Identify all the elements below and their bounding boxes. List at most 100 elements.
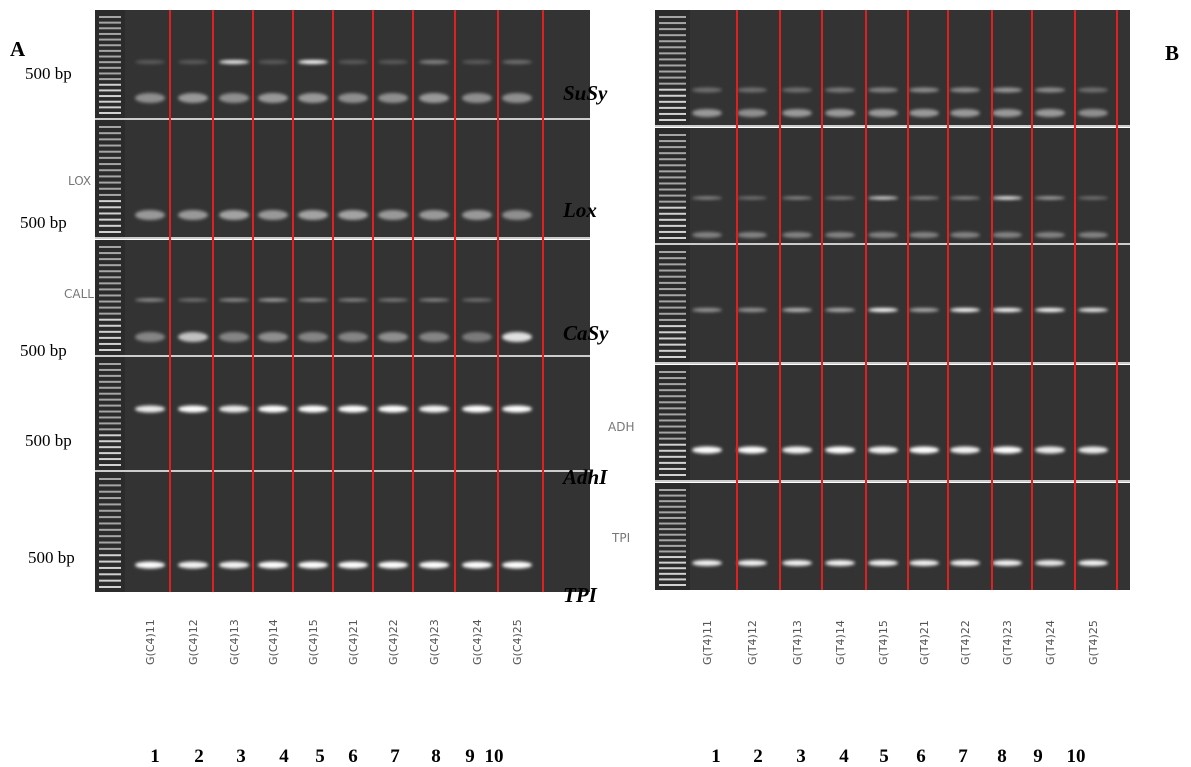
lane-number: 6 <box>348 746 358 767</box>
dna-band <box>992 308 1022 312</box>
panel-letter: B <box>1165 41 1179 65</box>
dna-band <box>178 93 208 103</box>
ladder-band <box>659 257 686 259</box>
ladder-band <box>659 237 686 239</box>
ladder-band <box>99 182 121 184</box>
ladder-band <box>99 484 121 486</box>
figure: G(C4)11G(C4)12G(C4)13G(C4)14G(C4)15G(C4)… <box>0 0 1191 767</box>
dna-band <box>782 88 812 93</box>
ladder-band <box>659 337 686 339</box>
ladder-band <box>659 545 686 547</box>
dna-band <box>219 299 249 302</box>
ladder-band <box>99 61 121 63</box>
ladder-band <box>659 219 686 221</box>
ladder-band <box>99 554 121 556</box>
dna-band <box>737 88 767 93</box>
ladder-band <box>99 387 121 389</box>
dna-band <box>419 299 449 302</box>
ladder-band <box>659 567 686 569</box>
dna-band <box>135 332 165 342</box>
ladder-band <box>99 84 121 86</box>
gene-name: Lox <box>562 198 597 222</box>
dna-band <box>298 332 328 342</box>
ladder-band <box>659 300 686 302</box>
ladder-band <box>659 426 686 428</box>
dna-band <box>825 88 855 93</box>
ladder-band <box>99 510 121 512</box>
dna-band <box>178 332 208 342</box>
dna-band <box>1078 308 1108 312</box>
ladder-band <box>659 58 686 60</box>
lane-number: 1 <box>150 746 160 767</box>
lane-number: 8 <box>997 746 1007 767</box>
dna-band <box>950 197 980 200</box>
ladder-band <box>99 464 121 466</box>
dna-band <box>909 109 939 117</box>
ladder-band <box>659 407 686 409</box>
ladder-band <box>99 381 121 383</box>
gel-label: TPI <box>611 531 630 545</box>
ladder-band <box>659 495 686 497</box>
ladder-band <box>99 44 121 46</box>
dna-band <box>178 299 208 302</box>
dna-band <box>502 93 532 103</box>
ladder-band <box>659 158 686 160</box>
ladder-band <box>659 377 686 379</box>
ladder-band <box>99 411 121 413</box>
gel-label: ADH <box>608 420 634 434</box>
ladder-band <box>659 350 686 352</box>
ladder-band <box>659 511 686 513</box>
ladder-band <box>99 294 121 296</box>
dna-band <box>502 406 532 413</box>
dna-band <box>135 299 165 302</box>
gene-name: TPI <box>563 583 598 607</box>
dna-band <box>737 560 767 566</box>
ladder-band <box>99 89 121 91</box>
ladder-band <box>659 462 686 464</box>
ladder-band <box>659 52 686 54</box>
dna-band <box>909 308 939 312</box>
ladder-band <box>99 225 121 227</box>
dna-band <box>782 447 812 454</box>
lane-number: 7 <box>390 746 400 767</box>
dna-band <box>258 406 288 413</box>
dna-band <box>868 560 898 566</box>
dna-band <box>909 197 939 200</box>
dna-band <box>909 560 939 566</box>
lane-label: G(T4)13 <box>791 620 804 665</box>
lane-label: G(T4)23 <box>1001 620 1014 665</box>
ladder-band <box>659 201 686 203</box>
ladder-band <box>659 107 686 109</box>
dna-band <box>1035 109 1065 117</box>
lane-label: G(C4)21 <box>347 619 360 665</box>
dna-band <box>338 60 368 64</box>
dna-band <box>692 88 722 93</box>
dna-band <box>692 560 722 566</box>
ladder-band <box>99 16 121 18</box>
ladder-band <box>99 22 121 24</box>
ladder-band <box>99 126 121 128</box>
ladder-band <box>99 169 121 171</box>
ladder-band <box>99 586 121 588</box>
dna-band <box>219 60 249 64</box>
ladder-band <box>99 231 121 233</box>
dna-band <box>737 109 767 117</box>
ladder-band <box>659 528 686 530</box>
dna-band <box>462 93 492 103</box>
ladder-band <box>659 28 686 30</box>
gel-lanes <box>125 357 590 470</box>
ladder-band <box>99 188 121 190</box>
dna-band <box>178 60 208 64</box>
ladder-band <box>99 573 121 575</box>
ladder-band <box>99 50 121 52</box>
ladder-band <box>99 270 121 272</box>
ladder-band <box>99 567 121 569</box>
ladder-band <box>99 516 121 518</box>
lane-label: G(T4)24 <box>1044 620 1057 665</box>
panel-letter: A <box>10 37 26 61</box>
lane-label: G(T4)22 <box>959 620 972 665</box>
dna-band <box>219 562 249 569</box>
dna-band <box>992 109 1022 117</box>
dna-band <box>298 60 328 64</box>
ladder-band <box>99 212 121 214</box>
